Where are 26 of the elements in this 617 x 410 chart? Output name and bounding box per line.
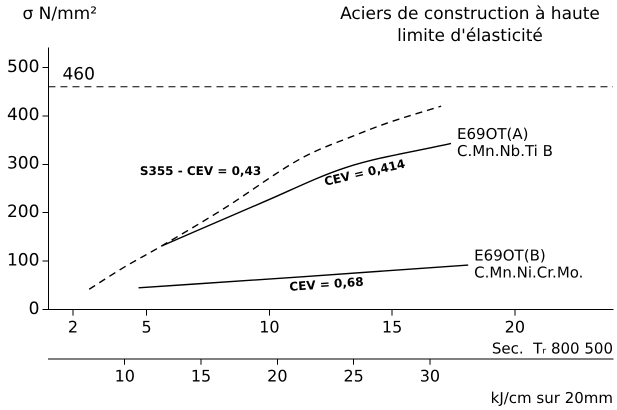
x2-tick-label: 20	[267, 366, 288, 386]
series-label: E69OT(A) C.Mn.Nb.Ti B	[457, 124, 553, 160]
annotation: CEV = 0,68	[288, 274, 364, 294]
chart-title: Aciers de construction à haute limite d'élasticité	[340, 4, 600, 46]
x2-tick-label: 30	[420, 366, 440, 386]
x2-axis-title: kJ/cm sur 20mm	[490, 388, 613, 407]
y-tick-label: 500	[6, 56, 40, 77]
x2-tick-label: 15	[190, 366, 212, 386]
x-tick-label: 15	[382, 317, 402, 336]
x2-tick-label: 25	[343, 366, 364, 386]
y-axis-title: σ N/mm²	[22, 4, 98, 24]
x2-tick-label: 10	[114, 366, 135, 386]
x-tick-label: 2	[68, 317, 78, 336]
x-axis-title: Sec. Tᵣ 800 500	[492, 340, 613, 358]
y-tick-label: 400	[6, 105, 40, 126]
y-tick-label: 200	[6, 202, 40, 222]
annotation: CEV = 0,414	[322, 156, 406, 189]
x-tick-label: 20	[504, 317, 525, 336]
x-tick-label: 10	[259, 317, 280, 336]
y-tick-label: 0	[28, 299, 40, 320]
y-tick-label: 100	[6, 250, 40, 271]
ref-line-label: 460	[62, 64, 95, 85]
series-label: S355 - CEV = 0,43	[140, 164, 262, 178]
y-tick-label: 300	[6, 154, 40, 174]
series-label: E69OT(B) C.Mn.Ni.Cr.Mo.	[474, 246, 584, 282]
x-tick-label: 5	[142, 317, 152, 336]
